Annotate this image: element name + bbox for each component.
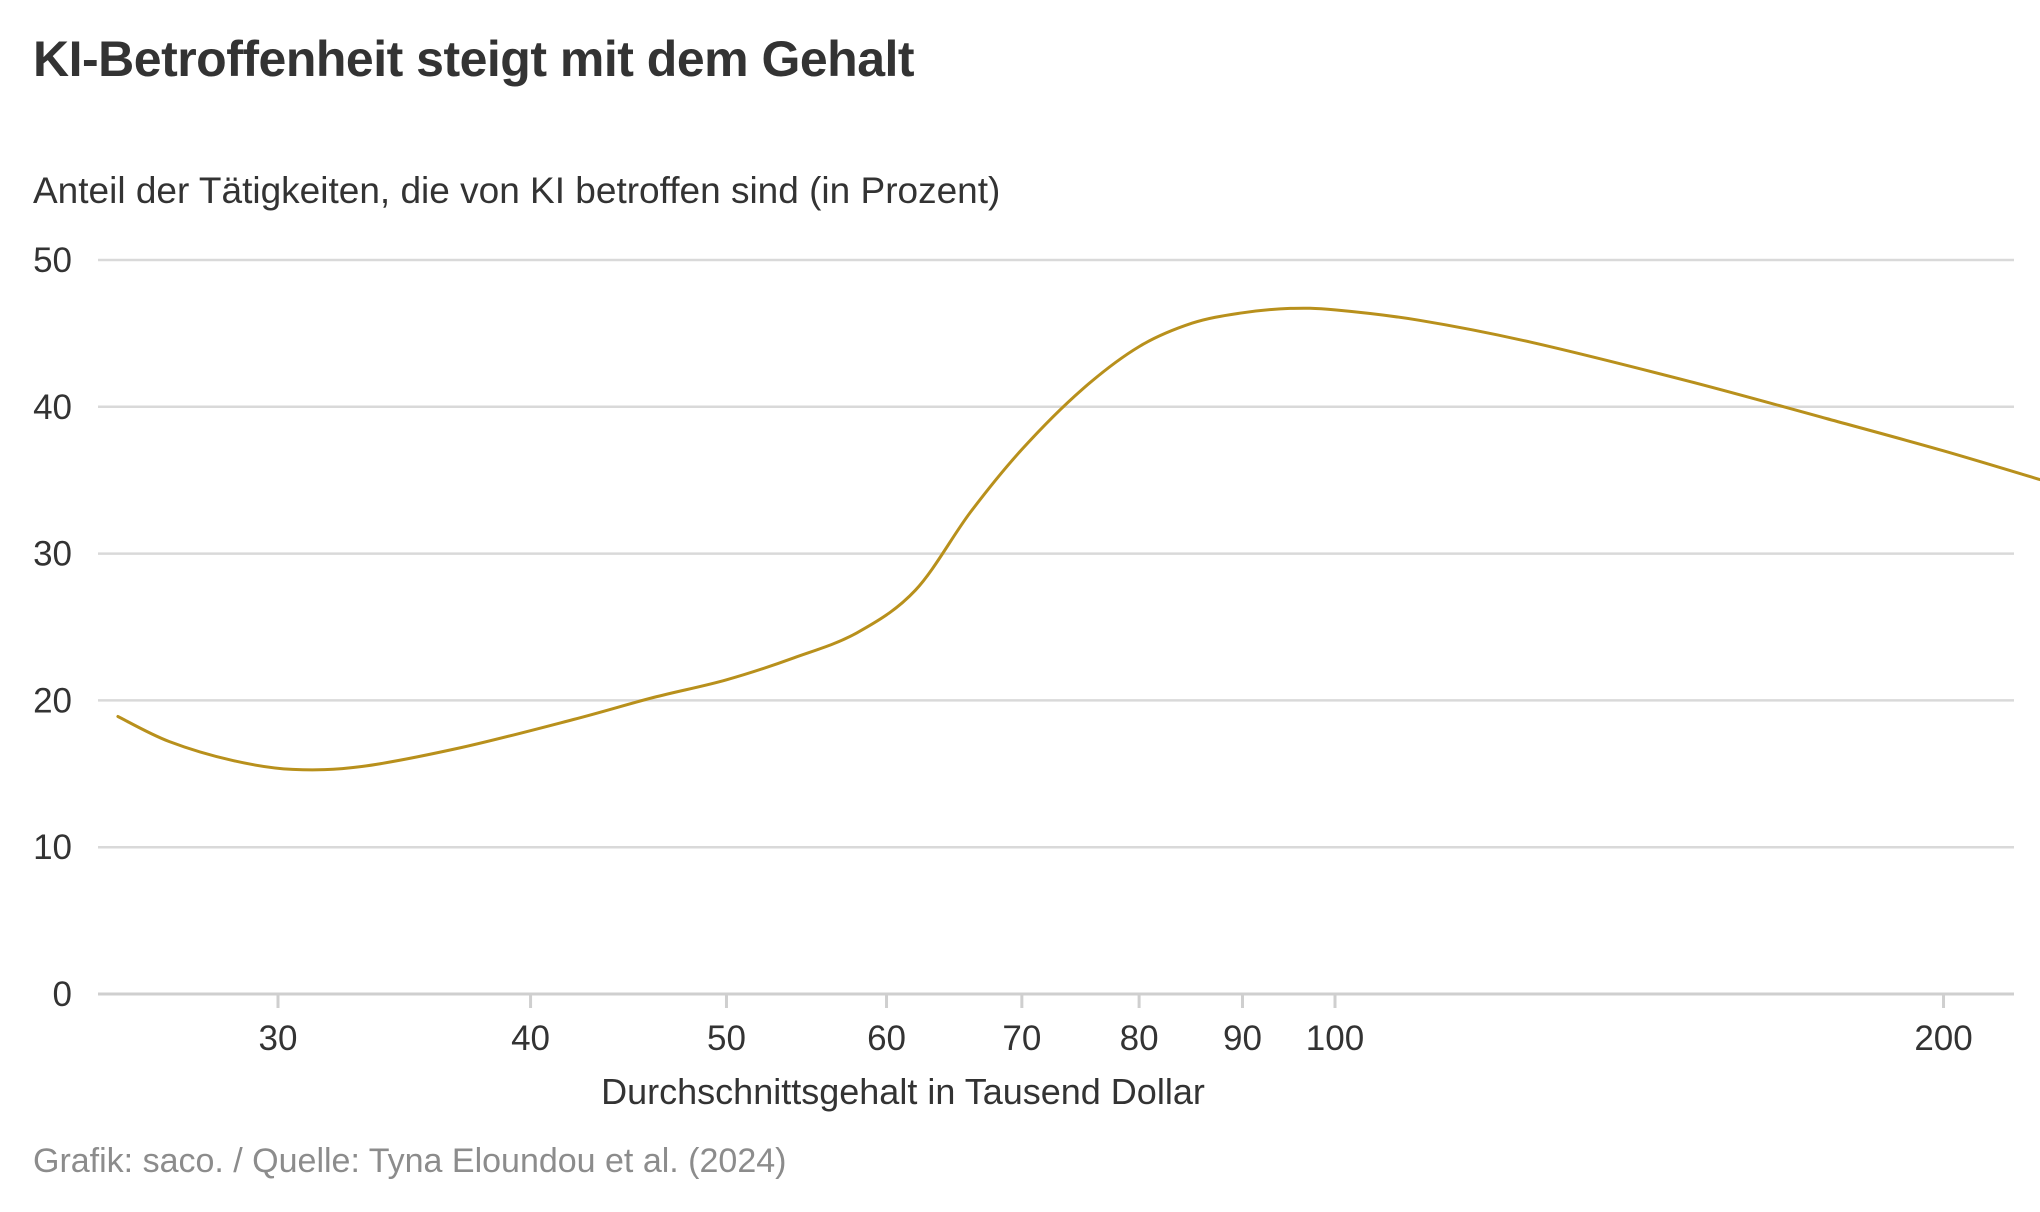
- x-axis-tick-labels: 30 40 50 60 70 80 90 100 200: [259, 1019, 1973, 1058]
- y-tick-label-40: 40: [33, 388, 72, 427]
- series-line-0: [116, 306, 2040, 772]
- x-axis: [98, 992, 2014, 1008]
- x-tick-label-80: 80: [1120, 1019, 1159, 1058]
- chart-title: KI-Betroffenheit steigt mit dem Gehalt: [33, 31, 915, 87]
- gridlines: [98, 258, 2014, 849]
- source-note: Grafik: saco. / Quelle: Tyna Eloundou et…: [33, 1142, 787, 1180]
- y-axis-tick-labels: 0 10 20 30 40 50: [33, 241, 72, 1014]
- series-lines: [116, 306, 2040, 772]
- x-axis-title: Durchschnittsgehalt in Tausend Dollar: [601, 1071, 1205, 1112]
- x-tick-label-100: 100: [1306, 1019, 1364, 1058]
- y-tick-label-0: 0: [53, 975, 72, 1014]
- y-tick-label-20: 20: [33, 681, 72, 720]
- x-tick-label-30: 30: [259, 1019, 298, 1058]
- y-tick-label-50: 50: [33, 241, 72, 280]
- x-tick-label-70: 70: [1002, 1019, 1041, 1058]
- x-tick-label-200: 200: [1914, 1019, 1972, 1058]
- y-tick-label-10: 10: [33, 828, 72, 867]
- y-tick-label-30: 30: [33, 535, 72, 574]
- x-tick-label-90: 90: [1223, 1019, 1262, 1058]
- x-tick-label-40: 40: [511, 1019, 550, 1058]
- x-tick-label-50: 50: [707, 1019, 746, 1058]
- chart-subtitle: Anteil der Tätigkeiten, die von KI betro…: [33, 170, 1001, 211]
- x-tick-label-60: 60: [867, 1019, 906, 1058]
